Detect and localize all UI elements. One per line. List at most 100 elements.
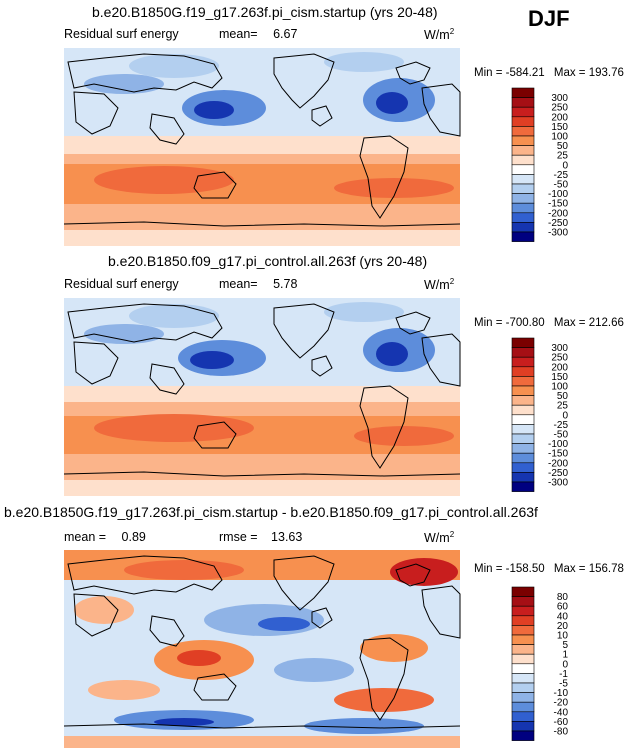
colorbar-tick-label: -80	[554, 727, 569, 738]
panel2-title: b.e20.B1850.f09_g17.pi_control.all.263f …	[108, 253, 428, 269]
colorbar-tick-label: 50	[557, 141, 569, 152]
panel3-title: b.e20.B1850G.f19_g17.263f.pi_cism.startu…	[4, 504, 538, 520]
colorbar-tick-label: 25	[557, 401, 569, 412]
colorbar-tick-label: 5	[562, 640, 568, 651]
colorbar-swatch	[511, 183, 535, 194]
colorbar-tick-label: -100	[548, 189, 568, 200]
panel2-mean-value: 5.78	[273, 277, 298, 291]
colorbar-swatch	[511, 97, 535, 108]
colorbar-tick-label: 1	[562, 650, 568, 661]
panel1-units: W/m2	[424, 27, 455, 43]
colorbar-tick-label: 200	[551, 362, 568, 373]
panel2-colorbar: 30025020015010050250-25-50-100-150-200-2…	[511, 337, 569, 492]
colorbar-swatch	[511, 106, 535, 118]
colorbar-tick-label: 0	[562, 410, 568, 421]
colorbar-swatch	[511, 212, 535, 223]
colorbar-tick-label: 20	[557, 621, 569, 632]
panel3-map	[63, 550, 461, 748]
colorbar-tick-label: 150	[551, 122, 568, 133]
colorbar-tick-label: -50	[554, 430, 569, 441]
colorbar-swatch	[511, 395, 535, 406]
colorbar-tick-label: -5	[559, 679, 568, 690]
colorbar-swatch	[511, 356, 535, 368]
colorbar-swatch	[511, 87, 535, 98]
panel1-mean: mean= 6.67	[219, 27, 297, 41]
colorbar-swatch	[511, 174, 535, 185]
colorbar-swatch	[511, 414, 535, 425]
colorbar-swatch	[511, 145, 535, 156]
panel3-rmse-label: rmse =	[219, 530, 258, 544]
colorbar-tick-label: -25	[554, 170, 569, 181]
colorbar-swatch	[511, 634, 535, 645]
colorbar-swatch	[511, 347, 535, 358]
colorbar-swatch	[511, 116, 535, 127]
colorbar-swatch	[511, 433, 535, 444]
colorbar-tick-label: -300	[548, 478, 568, 489]
colorbar-swatch	[511, 202, 535, 214]
colorbar-swatch	[511, 481, 535, 492]
colorbar-swatch	[511, 673, 535, 684]
panel3-rmse: rmse = 13.63	[219, 530, 302, 544]
colorbar-tick-label: 250	[551, 103, 568, 114]
panel2-units: W/m2	[424, 277, 455, 293]
colorbar-swatch	[511, 472, 535, 483]
colorbar-swatch	[511, 701, 535, 713]
panel3-mean-value: 0.89	[121, 530, 146, 544]
panel1-minmax: Min = -584.21 Max = 193.76	[474, 67, 624, 79]
colorbar-swatch	[511, 193, 535, 204]
season-label: DJF	[528, 6, 570, 31]
colorbar-swatch	[511, 231, 535, 242]
panel3-mean: mean = 0.89	[64, 530, 146, 544]
colorbar-tick-label: 300	[551, 343, 568, 354]
panel2-map	[63, 298, 461, 496]
colorbar-swatch	[511, 222, 535, 233]
colorbar-swatch	[511, 682, 535, 693]
colorbar-swatch	[511, 376, 535, 387]
panel1-mean-label: mean=	[219, 27, 258, 41]
colorbar-tick-label: 150	[551, 372, 568, 383]
colorbar-tick-label: -1	[559, 669, 568, 680]
colorbar-tick-label: 0	[562, 659, 568, 670]
colorbar-tick-label: -10	[554, 688, 569, 699]
panel2-field-label: Residual surf energy	[64, 277, 179, 291]
colorbar-swatch	[511, 404, 535, 416]
colorbar-swatch	[511, 730, 535, 741]
colorbar-swatch	[511, 615, 535, 626]
colorbar-tick-label: -50	[554, 180, 569, 191]
panel2-min-value: -700.80	[505, 317, 545, 329]
panel3-rmse-value: 13.63	[271, 530, 303, 544]
panel2-mean: mean= 5.78	[219, 277, 297, 291]
colorbar-swatch	[511, 337, 535, 348]
colorbar-swatch	[511, 663, 535, 674]
colorbar-swatch	[511, 625, 535, 636]
colorbar-swatch	[511, 385, 535, 396]
colorbar-tick-label: -250	[548, 218, 568, 229]
panel1-colorbar: 30025020015010050250-25-50-100-150-200-2…	[511, 87, 569, 242]
colorbar-swatch	[511, 644, 535, 655]
panel1-max-value: 193.76	[588, 67, 624, 79]
colorbar-tick-label: 200	[551, 112, 568, 123]
colorbar-tick-label: 0	[562, 160, 568, 171]
colorbar-tick-label: 100	[551, 382, 568, 393]
panel2-max-value: 212.66	[588, 317, 624, 329]
panel1-field-label: Residual surf energy	[64, 27, 179, 41]
colorbar-swatch	[511, 605, 535, 617]
colorbar-tick-label: 25	[557, 151, 569, 162]
colorbar-swatch	[511, 154, 535, 166]
colorbar-tick-label: 80	[557, 592, 569, 603]
colorbar-swatch	[511, 452, 535, 464]
colorbar-tick-label: -60	[554, 717, 569, 728]
colorbar-tick-label: 300	[551, 93, 568, 104]
colorbar-swatch	[511, 721, 535, 732]
colorbar-tick-label: 50	[557, 391, 569, 402]
colorbar-swatch	[511, 366, 535, 377]
colorbar-tick-label: 250	[551, 353, 568, 364]
panel1-title: b.e20.B1850G.f19_g17.263f.pi_cism.startu…	[92, 4, 438, 20]
panel3-max-value: 156.78	[588, 563, 624, 575]
panel2-minmax: Min = -700.80 Max = 212.66	[474, 317, 624, 329]
colorbar-tick-label: 60	[557, 602, 569, 613]
colorbar-tick-label: -300	[548, 228, 568, 239]
colorbar-tick-label: -150	[548, 199, 568, 210]
colorbar-swatch	[511, 596, 535, 607]
